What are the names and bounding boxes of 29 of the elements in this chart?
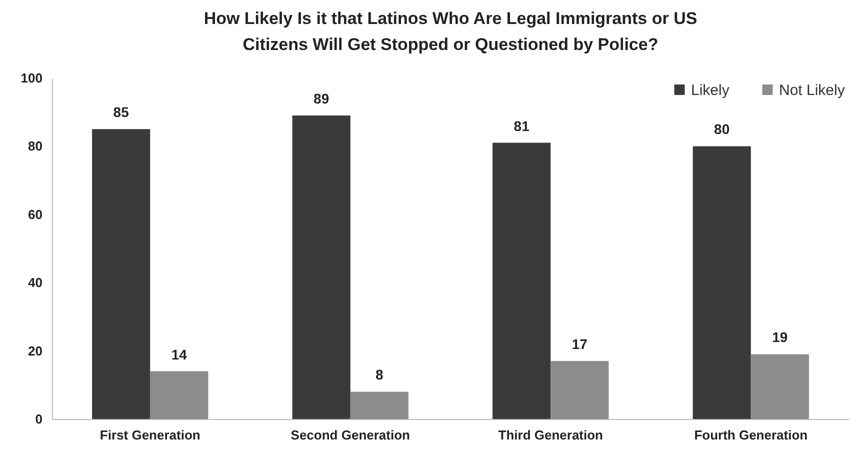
y-tick-label: 40 xyxy=(28,275,42,290)
y-tick-label: 20 xyxy=(28,343,42,358)
data-label: 19 xyxy=(772,329,788,346)
bar xyxy=(350,392,408,419)
bar xyxy=(150,371,208,419)
y-tick-label: 80 xyxy=(28,138,42,154)
bar xyxy=(550,361,609,419)
data-label: 89 xyxy=(314,90,330,107)
bar xyxy=(92,129,150,419)
data-label: 8 xyxy=(376,366,384,383)
x-tick-label: Second Generation xyxy=(290,428,410,442)
data-label: 85 xyxy=(113,104,130,120)
chart-title: How Likely Is it that Latinos Who Are Legal Immigrants or US Citizens Will Get Stopped or Questioned by Police? xyxy=(204,9,698,54)
legend-label: Not Likely xyxy=(779,82,846,99)
legend-label: Likely xyxy=(691,82,730,99)
data-label: 14 xyxy=(171,346,188,362)
y-tick-label: 100 xyxy=(20,70,42,86)
y-tick-label: 60 xyxy=(28,206,42,222)
bar xyxy=(492,142,551,419)
y-tick-label: 0 xyxy=(35,412,42,426)
bar xyxy=(292,116,350,419)
x-tick-label: Fourth Generation xyxy=(694,428,808,442)
data-label: 80 xyxy=(714,121,730,138)
bar xyxy=(692,146,751,419)
data-label: 17 xyxy=(572,336,588,352)
bar xyxy=(750,354,809,419)
data-label: 81 xyxy=(514,118,530,134)
x-tick-label: First Generation xyxy=(100,428,200,442)
x-tick-label: Third Generation xyxy=(498,428,604,442)
